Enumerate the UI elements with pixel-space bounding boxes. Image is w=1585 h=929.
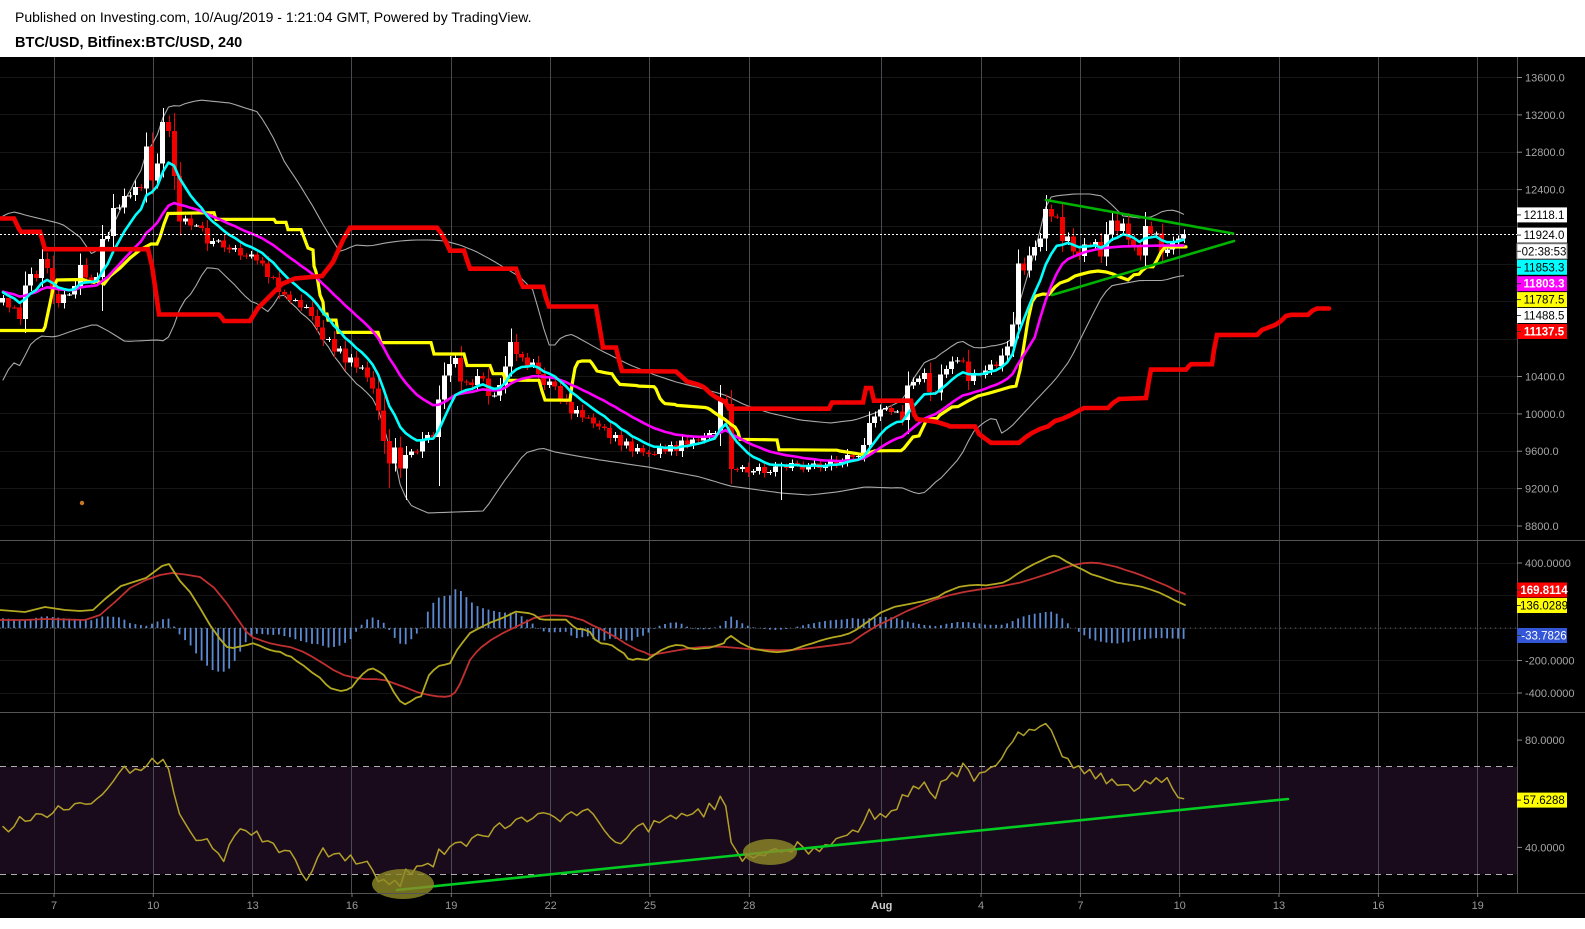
svg-text:28: 28 xyxy=(743,900,755,912)
svg-text:12800.0: 12800.0 xyxy=(1525,147,1565,159)
svg-text:13: 13 xyxy=(1273,900,1285,912)
svg-text:11137.5: 11137.5 xyxy=(1524,327,1565,339)
svg-text:13: 13 xyxy=(247,900,259,912)
svg-text:16: 16 xyxy=(346,900,358,912)
svg-text:169.8114: 169.8114 xyxy=(1520,585,1568,597)
svg-text:13200.0: 13200.0 xyxy=(1525,110,1565,122)
svg-text:57.6288: 57.6288 xyxy=(1523,795,1565,807)
svg-text:10: 10 xyxy=(1174,900,1186,912)
svg-text:-33.7826: -33.7826 xyxy=(1521,631,1566,643)
svg-text:400.0000: 400.0000 xyxy=(1525,558,1571,570)
svg-text:13600.0: 13600.0 xyxy=(1525,73,1565,85)
svg-text:Aug: Aug xyxy=(871,900,892,912)
svg-text:9200.0: 9200.0 xyxy=(1525,484,1559,496)
svg-text:22: 22 xyxy=(545,900,557,912)
svg-text:-200.0000: -200.0000 xyxy=(1525,656,1575,668)
svg-text:Published on Investing.com, 10: Published on Investing.com, 10/Aug/2019 … xyxy=(15,9,532,25)
svg-text:7: 7 xyxy=(1077,900,1083,912)
svg-text:10400.0: 10400.0 xyxy=(1525,372,1565,384)
svg-text:10: 10 xyxy=(147,900,159,912)
svg-text:12118.1: 12118.1 xyxy=(1524,210,1565,222)
svg-text:11803.3: 11803.3 xyxy=(1524,279,1565,291)
svg-text:19: 19 xyxy=(1472,900,1484,912)
svg-text:11488.5: 11488.5 xyxy=(1524,311,1565,323)
svg-text:BTC/USD, Bitfinex:BTC/USD, 240: BTC/USD, Bitfinex:BTC/USD, 240 xyxy=(15,35,242,51)
svg-text:25: 25 xyxy=(644,900,656,912)
svg-text:8800.0: 8800.0 xyxy=(1525,521,1559,533)
svg-text:11853.3: 11853.3 xyxy=(1524,262,1565,274)
svg-text:11924.0: 11924.0 xyxy=(1524,230,1565,242)
svg-text:10000.0: 10000.0 xyxy=(1525,409,1565,421)
svg-text:12400.0: 12400.0 xyxy=(1525,185,1565,197)
svg-text:80.0000: 80.0000 xyxy=(1525,735,1565,747)
svg-text:-400.0000: -400.0000 xyxy=(1525,688,1575,700)
svg-text:02:38:53: 02:38:53 xyxy=(1522,246,1567,258)
svg-text:7: 7 xyxy=(51,900,57,912)
svg-text:136.0289: 136.0289 xyxy=(1520,601,1568,613)
svg-text:9600.0: 9600.0 xyxy=(1525,446,1559,458)
svg-text:11787.5: 11787.5 xyxy=(1524,295,1565,307)
svg-text:19: 19 xyxy=(445,900,457,912)
svg-text:16: 16 xyxy=(1372,900,1384,912)
svg-text:4: 4 xyxy=(978,900,984,912)
svg-text:40.0000: 40.0000 xyxy=(1525,842,1565,854)
